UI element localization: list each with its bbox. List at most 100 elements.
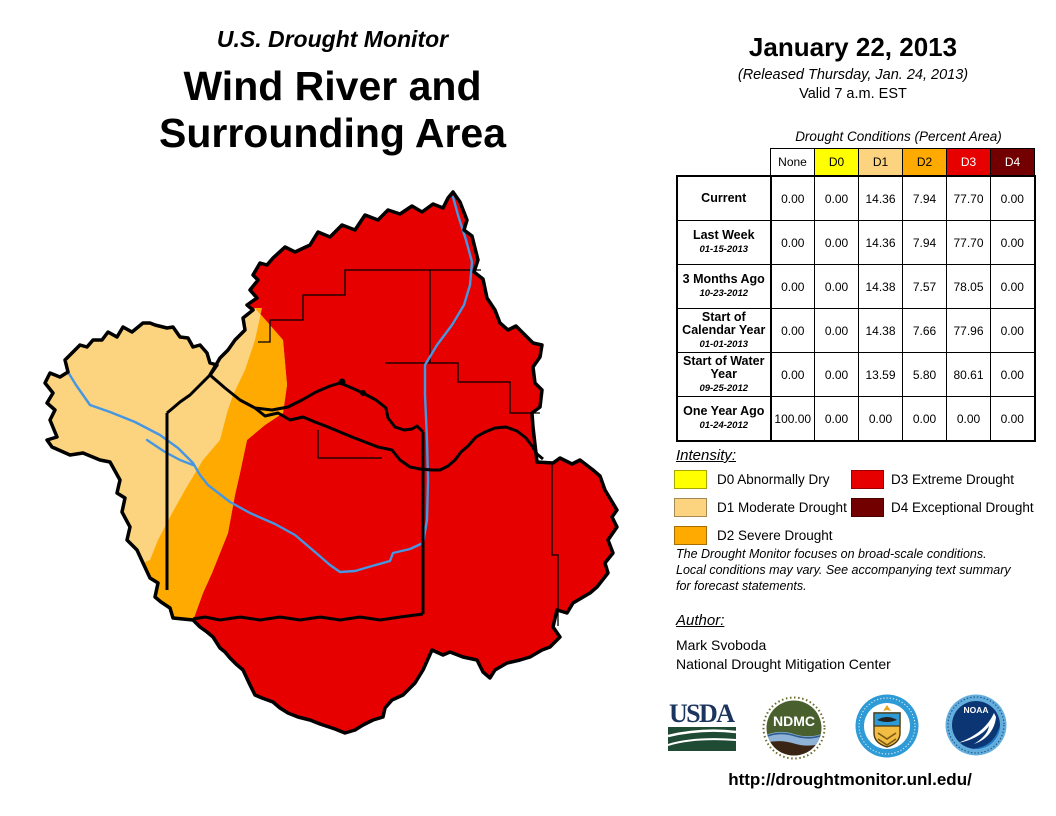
cell-value: 0.00 <box>770 175 815 221</box>
ndmc-logo: NDMC <box>762 696 826 765</box>
cell-value: 0.00 <box>770 220 815 265</box>
author-name: Mark Svoboda <box>676 637 767 653</box>
table-row: Last Week 01-15-2013 0.00 0.00 14.36 7.94… <box>676 220 1036 265</box>
table-row: Start of Water Year 09-25-2012 0.00 0.00 … <box>676 352 1036 397</box>
cell-value: 0.00 <box>990 396 1036 442</box>
cell-value: 0.00 <box>990 308 1036 353</box>
area-title: Wind River and Surrounding Area <box>95 63 570 157</box>
table-header-row: None D0 D1 D2 D3 D4 <box>677 148 1035 177</box>
area-title-line2: Surrounding Area <box>159 110 506 156</box>
map-date: January 22, 2013 <box>748 32 958 62</box>
legend-label-d2: D2 Severe Drought <box>717 528 833 543</box>
table-title: Drought Conditions (Percent Area) <box>795 129 1002 144</box>
boundary-knot <box>360 390 366 396</box>
cell-value: 0.00 <box>990 352 1036 397</box>
row-date: 01-15-2013 <box>699 244 749 255</box>
cell-value: 0.00 <box>990 264 1036 309</box>
cell-value: 0.00 <box>990 220 1036 265</box>
cell-value: 0.00 <box>814 264 859 309</box>
region-outline <box>43 190 619 735</box>
ndmc-water-band <box>766 731 822 746</box>
cell-value: 77.70 <box>946 175 991 221</box>
cell-value: 77.70 <box>946 220 991 265</box>
cell-value: 14.36 <box>858 220 903 265</box>
legend-label-d4: D4 Exceptional Drought <box>891 500 1034 515</box>
cell-value: 13.59 <box>858 352 903 397</box>
river-paths <box>66 195 474 574</box>
cell-value: 0.00 <box>814 396 859 442</box>
area-title-line1: Wind River and <box>183 63 482 109</box>
wind-river-path <box>66 195 474 574</box>
disclaimer: The Drought Monitor focuses on broad-sca… <box>676 546 1011 594</box>
cell-value: 0.00 <box>858 396 903 442</box>
table-corner-cell <box>677 148 771 176</box>
legend-swatch-d1 <box>674 498 707 517</box>
legend-label-d0: D0 Abnormally Dry <box>717 472 830 487</box>
col-header-d0: D0 <box>814 148 859 177</box>
cell-value: 100.00 <box>770 396 815 442</box>
col-header-d2: D2 <box>902 148 947 177</box>
tributary-path <box>145 438 195 467</box>
row-label: 3 Months Ago 10-23-2012 <box>676 264 772 309</box>
released-date: (Released Thursday, Jan. 24, 2013) <box>737 67 969 83</box>
valid-time: Valid 7 a.m. EST <box>799 86 907 102</box>
legend-swatch-d4 <box>851 498 884 517</box>
commerce-seal-logo <box>854 693 920 764</box>
footer-url[interactable]: http://droughtmonitor.unl.edu/ <box>728 770 972 789</box>
boundary-knot <box>338 378 346 386</box>
noaa-bird-shape <box>958 713 996 744</box>
row-label: Last Week 01-15-2013 <box>676 220 772 265</box>
disclaimer-line: The Drought Monitor focuses on broad-sca… <box>676 547 987 561</box>
header-left: U.S. Drought Monitor Wind River and Surr… <box>95 26 570 157</box>
cell-value: 0.00 <box>990 175 1036 221</box>
disclaimer-line: for forecast statements. <box>676 579 807 593</box>
cell-value: 14.38 <box>858 264 903 309</box>
cell-value: 0.00 <box>814 308 859 353</box>
legend-swatch-d2 <box>674 526 707 545</box>
cell-value: 7.66 <box>902 308 947 353</box>
county-lines <box>258 269 559 626</box>
cell-value: 5.80 <box>902 352 947 397</box>
cell-value: 0.00 <box>770 308 815 353</box>
cell-value: 78.05 <box>946 264 991 309</box>
cell-value: 7.57 <box>902 264 947 309</box>
col-header-d1: D1 <box>858 148 903 177</box>
legend-label-d1: D1 Moderate Drought <box>717 500 847 515</box>
seal-eagle-shape <box>883 705 891 711</box>
col-header-d3: D3 <box>946 148 991 177</box>
ndmc-logo-text: NDMC <box>773 713 815 729</box>
cell-value: 0.00 <box>814 175 859 221</box>
cell-value: 0.00 <box>814 220 859 265</box>
row-label: Start of Calendar Year 01-01-2013 <box>676 308 772 353</box>
col-header-d4: D4 <box>990 148 1035 177</box>
usda-logo: USDA <box>667 699 737 756</box>
table-row: One Year Ago 01-24-2012 100.00 0.00 0.00 … <box>676 396 1036 442</box>
cell-value: 0.00 <box>946 396 991 442</box>
table-row: Start of Calendar Year 01-01-2013 0.00 0.… <box>676 308 1036 353</box>
cell-value: 80.61 <box>946 352 991 397</box>
author-title: Author: <box>676 612 725 629</box>
seal-shield <box>873 712 901 748</box>
seal-ship-shape <box>877 717 897 722</box>
legend-label-d3: D3 Extreme Drought <box>891 472 1015 487</box>
row-date: 10-23-2012 <box>699 288 749 299</box>
noaa-logo-text: NOAA <box>963 705 988 715</box>
row-date: 01-01-2013 <box>699 338 749 350</box>
legend-title: Intensity: <box>676 447 737 464</box>
table-row: Current 0.00 0.00 14.36 7.94 77.70 0.00 <box>676 175 1036 221</box>
reservation-boundary <box>165 373 544 622</box>
row-date: 09-25-2012 <box>699 382 749 394</box>
drought-map-svg <box>43 190 619 735</box>
drought-map <box>40 180 680 800</box>
d2-severe-drought-area <box>143 308 287 620</box>
row-date: 01-24-2012 <box>699 420 749 431</box>
cell-value: 7.94 <box>902 220 947 265</box>
header-right: January 22, 2013 (Released Thursday, Jan… <box>688 32 1018 102</box>
cell-value: 0.00 <box>902 396 947 442</box>
monitor-title: U.S. Drought Monitor <box>216 26 449 52</box>
usda-logo-text: USDA <box>669 701 735 728</box>
cell-value: 0.00 <box>770 264 815 309</box>
disclaimer-line: Local conditions may vary. See accompany… <box>676 563 1011 577</box>
legend-swatch-d0 <box>674 470 707 489</box>
